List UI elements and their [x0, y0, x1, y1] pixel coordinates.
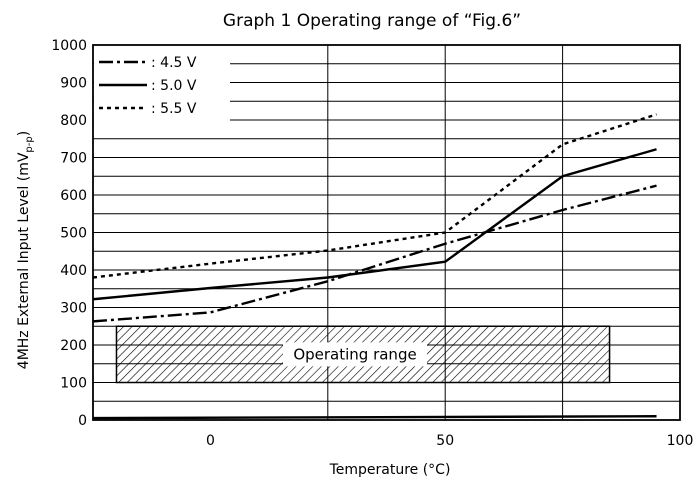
y-axis-label: 4MHz External Input Level (mVp-p) — [16, 131, 35, 369]
y-tick-label: 200 — [60, 338, 87, 354]
series-line-3 — [92, 415, 657, 420]
chart-title: Graph 1 Operating range of “Fig.6” — [223, 11, 521, 31]
y-tick-label: 400 — [60, 263, 87, 279]
operating-range-region: Operating range — [115, 325, 611, 384]
operating-range-label-bg — [283, 342, 428, 367]
y-tick-label: 900 — [60, 76, 87, 92]
series-line-0 — [92, 184, 657, 323]
legend-label-4-5v: : 4.5 V — [151, 55, 197, 71]
legend-label-5-0v: : 5.0 V — [151, 78, 197, 94]
x-tick-label: 100 — [667, 433, 694, 449]
x-tick-label: 0 — [206, 433, 215, 449]
axis-ticks: 0 100 200 300 400 500 600 700 800 900 1000 0 50 100 — [51, 38, 693, 449]
operating-range-label: Operating range — [293, 345, 416, 363]
y-tick-label: 700 — [60, 151, 87, 167]
y-tick-label: 300 — [60, 301, 87, 317]
y-tick-label: 0 — [78, 413, 87, 429]
y-tick-label: 1000 — [51, 38, 87, 54]
y-tick-label: 100 — [60, 376, 87, 392]
x-tick-label: 50 — [436, 433, 454, 449]
legend-label-5-5v: : 5.5 V — [151, 101, 197, 117]
plot-frame — [92, 44, 681, 421]
y-tick-label: 500 — [60, 226, 87, 242]
x-axis-label: Temperature (°C) — [329, 462, 451, 478]
series-line-1 — [92, 148, 657, 301]
y-tick-label: 800 — [60, 113, 87, 129]
y-tick-label: 600 — [60, 188, 87, 204]
legend: : 4.5 V : 5.0 V : 5.5 V — [94, 46, 230, 124]
series-line-2 — [92, 113, 657, 279]
series-lines — [92, 113, 657, 420]
